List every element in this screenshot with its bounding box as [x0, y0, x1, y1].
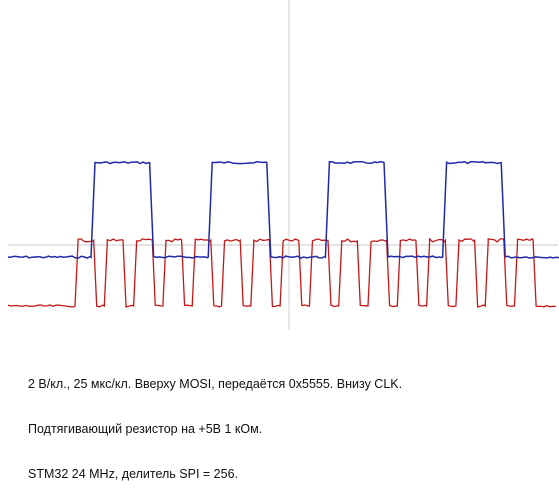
caption: 2 В/кл., 25 мкс/кл. Вверху MOSI, передаё…	[28, 347, 402, 497]
clk-trace	[8, 239, 556, 307]
caption-line-2: Подтягивающий резистор на +5В 1 кОм.	[28, 422, 402, 437]
caption-line-3: STM32 24 MHz, делитель SPI = 256.	[28, 467, 402, 482]
caption-line-1: 2 В/кл., 25 мкс/кл. Вверху MOSI, передаё…	[28, 377, 402, 392]
